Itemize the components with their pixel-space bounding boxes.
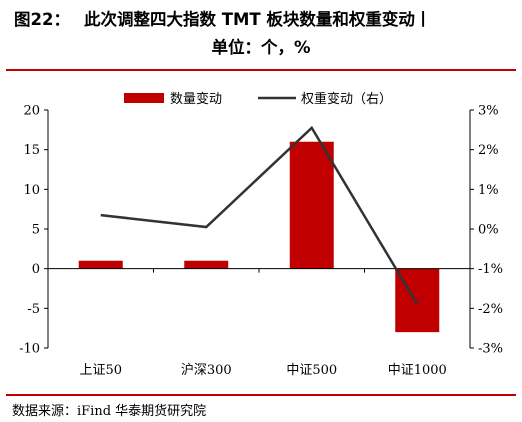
y-tick-label-left-2: 0 [32,262,40,277]
x-category-label-2: 中证500 [286,363,337,378]
y-tick-label-left-4: 10 [23,183,40,198]
y-tick-label-right-1: -2% [478,302,503,317]
title-divider [6,69,516,71]
weight-change-line [100,125,419,306]
y-tick-label-right-2: -1% [478,262,503,277]
y-tick-label-left-1: -5 [27,302,40,317]
figure-subtitle: 单位：个，% [211,38,311,57]
y-tick-label-left-3: 5 [32,223,40,238]
legend-swatch-bar [124,93,164,103]
bar-0 [78,260,123,269]
figure-title: 图22： 此次调整四大指数 TMT 板块数量和权重变动丨 [14,6,514,30]
figure-number: 图22： [14,10,70,29]
x-category-label-0: 上证50 [79,363,122,378]
legend-label-line: 权重变动（右） [301,91,392,107]
bar-2 [289,141,334,269]
legend-label-bar: 数量变动 [170,91,222,107]
figure-title-text: 此次调整四大指数 TMT 板块数量和权重变动丨 [84,10,432,29]
source-note: 数据来源：iFind 华泰期货研究院 [12,404,207,419]
x-category-label-3: 中证1000 [388,363,447,378]
x-category-label-1: 沪深300 [181,362,232,378]
y-tick-label-right-4: 1% [478,183,499,198]
y-tick-label-left-5: 15 [23,143,40,158]
bar-1 [184,260,229,269]
y-tick-label-right-0: -3% [478,342,503,357]
y-tick-label-left-6: 20 [23,104,40,119]
y-tick-label-right-6: 3% [478,104,499,119]
y-tick-label-right-3: 0% [478,223,499,238]
plot-layer: -10 -5 0 5 10 15 20 -3% -2% -1% 0% 1% 2% 3% 上证50 沪深300 中… [19,91,503,378]
bottom-divider [6,394,516,396]
y-tick-label-right-5: 2% [478,143,499,158]
y-tick-label-left-0: -10 [19,342,40,357]
